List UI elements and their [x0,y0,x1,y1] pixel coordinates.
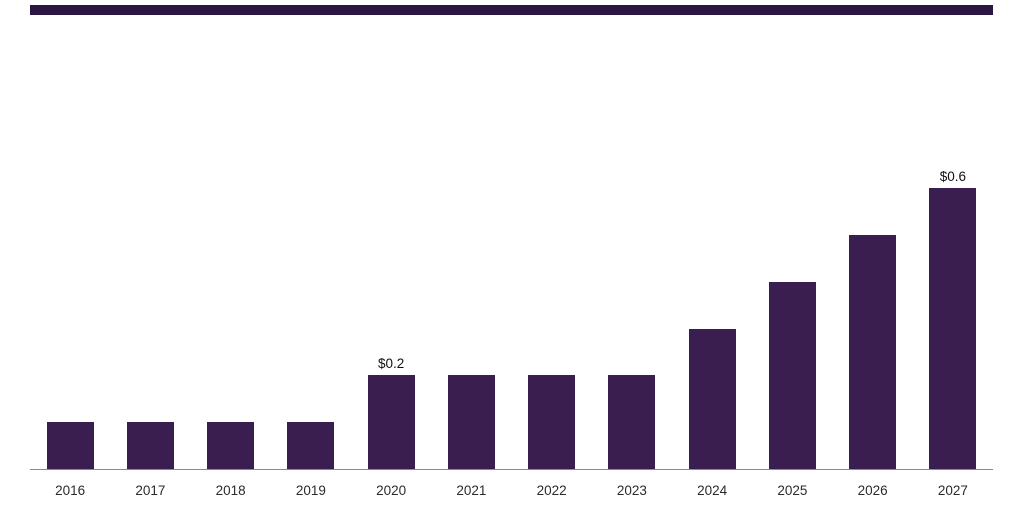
x-tick-label: 2025 [777,483,808,498]
bar-column [833,140,913,469]
bar [287,422,335,469]
bar [608,375,656,469]
bar-column [752,140,832,469]
bar [768,282,816,469]
bar-column: $0.6 [913,140,993,469]
plot-area: $0.2 $0.6 [30,140,993,470]
bar-value-label: $0.6 [939,168,967,184]
top-accent-bar [30,5,993,15]
bar-column [30,140,110,469]
bar-column [271,140,351,469]
bar [367,375,415,469]
x-tick-label: 2018 [215,483,246,498]
bar-column [592,140,672,469]
x-tick-label: 2022 [536,483,567,498]
bar [849,235,897,469]
x-tick-label: 2026 [857,483,888,498]
bar [207,422,255,469]
bar-column: $0.2 [351,140,431,469]
bar [929,188,977,469]
x-tick-label: 2019 [295,483,326,498]
bar [447,375,495,469]
x-tick-label: 2017 [135,483,166,498]
x-tick-label: 2023 [616,483,647,498]
x-tick-label: 2021 [456,483,487,498]
x-tick-label: 2020 [376,483,407,498]
bar [126,422,174,469]
bar-column [431,140,511,469]
bar-value-label: $0.2 [377,355,405,371]
bar [688,329,736,469]
bar-column [110,140,190,469]
bar-column [191,140,271,469]
bar-column [512,140,592,469]
x-tick-label: 2024 [697,483,728,498]
x-tick-label: 2016 [55,483,86,498]
bar [46,422,94,469]
x-tick-label: 2027 [937,483,968,498]
bar [528,375,576,469]
bar-column [672,140,752,469]
x-axis-tick-labels: 2016 2017 2018 2019 2020 2021 2022 2023 2024 2025… [30,484,993,498]
